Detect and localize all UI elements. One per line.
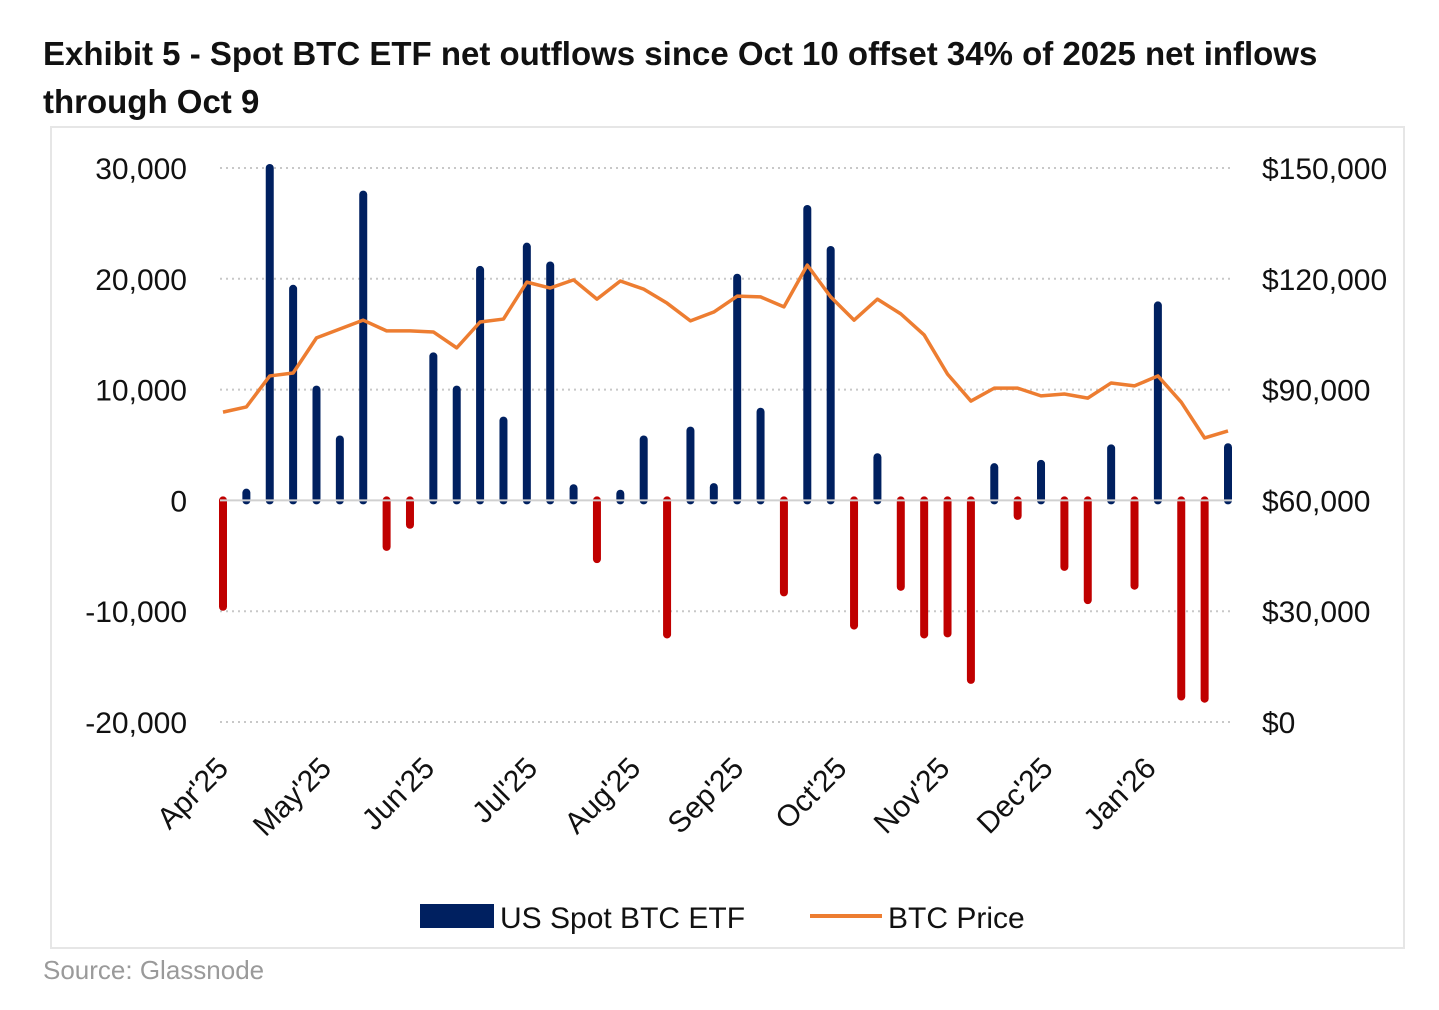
x-tick-label: May'25: [247, 752, 338, 843]
legend-swatch-etf: [420, 904, 494, 928]
y-right-tick-label: $90,000: [1262, 375, 1370, 408]
x-tick-label: Jun'25: [356, 752, 441, 837]
y-left-tick-label: -10,000: [85, 596, 187, 629]
legend-label-price: BTC Price: [888, 902, 1025, 935]
x-tick-label: Apr'25: [151, 752, 235, 836]
x-tick-label: Aug'25: [559, 752, 648, 841]
legend-label-etf: US Spot BTC ETF: [500, 902, 745, 935]
y-right-tick-label: $30,000: [1262, 596, 1370, 629]
x-tick-label: Dec'25: [971, 752, 1060, 841]
x-tick-label: Jul'25: [466, 752, 544, 830]
chart-title: Exhibit 5 - Spot BTC ETF net outflows si…: [43, 35, 1318, 120]
source-note: Source: Glassnode: [43, 955, 265, 985]
x-tick-label: Oct'25: [769, 752, 853, 836]
y-left-tick-label: 10,000: [95, 375, 187, 408]
y-left-tick-label: 0: [170, 485, 187, 518]
y-right-tick-label: $120,000: [1262, 264, 1387, 297]
x-tick-label: Sep'25: [662, 752, 751, 841]
x-tick-label: Nov'25: [868, 752, 957, 841]
y-right-tick-label: $150,000: [1262, 153, 1387, 186]
legend: US Spot BTC ETF BTC Price: [420, 902, 1025, 935]
y-right-tick-label: $0: [1262, 707, 1295, 740]
y-left-tick-label: 30,000: [95, 153, 187, 186]
btc-price-line: [222, 263, 1229, 440]
chart-frame: [50, 126, 1405, 949]
y-left-tick-label: 20,000: [95, 264, 187, 297]
y-right-tick-label: $60,000: [1262, 485, 1370, 518]
x-tick-label: Jan'26: [1077, 752, 1162, 837]
y-left-tick-label: -20,000: [85, 707, 187, 740]
